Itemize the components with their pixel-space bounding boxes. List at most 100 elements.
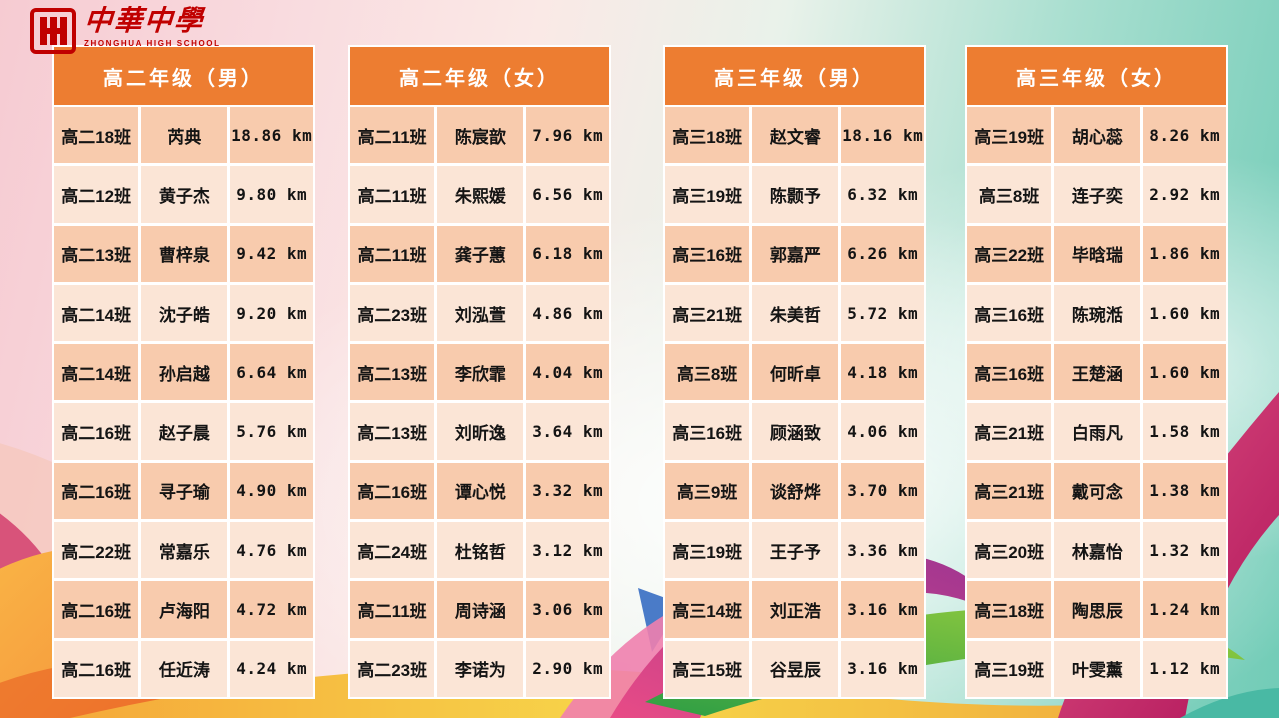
distance-cell: 4.76 km <box>230 522 313 579</box>
distance-cell: 2.92 km <box>1143 166 1226 223</box>
class-cell: 高二14班 <box>54 284 139 342</box>
name-cell: 戴可念 <box>1054 462 1141 520</box>
distance-cell: 4.18 km <box>841 344 924 401</box>
name-cell: 朱美哲 <box>752 284 839 342</box>
distance-cell: 6.32 km <box>841 166 924 223</box>
distance-cell: 4.72 km <box>230 581 313 638</box>
name-cell: 胡心蕊 <box>1054 107 1141 164</box>
name-cell: 谭心悦 <box>437 462 524 520</box>
class-cell: 高二14班 <box>54 344 139 401</box>
table-body: 高三18班 赵文睿 18.16 km 高三19班 陈颢予 6.32 km 高三16班 郭嘉严 6… <box>663 107 926 699</box>
distance-cell: 9.20 km <box>230 284 313 342</box>
distance-cell: 1.86 km <box>1143 225 1226 282</box>
class-cell: 高三16班 <box>665 225 750 282</box>
distance-cell: 1.60 km <box>1143 344 1226 401</box>
class-cell: 高三22班 <box>967 225 1052 282</box>
class-cell: 高二11班 <box>350 225 435 282</box>
class-cell: 高三19班 <box>665 166 750 223</box>
ranking-table: 高二年级（女） 高二11班 陈宸歆 7.96 km 高二11班 朱熙媛 6.56 km 高二1… <box>348 45 611 699</box>
ranking-table: 高三年级（男） 高三18班 赵文睿 18.16 km 高三19班 陈颢予 6.32 km 高三… <box>663 45 926 699</box>
class-cell: 高二18班 <box>54 107 139 164</box>
distance-cell: 3.06 km <box>526 581 609 638</box>
name-cell: 陈宸歆 <box>437 107 524 164</box>
distance-cell: 3.32 km <box>526 462 609 520</box>
distance-cell: 8.26 km <box>1143 107 1226 164</box>
name-cell: 王子予 <box>752 522 839 579</box>
distance-cell: 1.24 km <box>1143 581 1226 638</box>
distance-cell: 4.86 km <box>526 284 609 342</box>
table-body: 高二18班 芮典 18.86 km 高二12班 黄子杰 9.80 km 高二13班 曹梓泉 9.… <box>52 107 315 699</box>
name-cell: 刘正浩 <box>752 581 839 638</box>
name-cell: 何昕卓 <box>752 344 839 401</box>
distance-cell: 1.60 km <box>1143 284 1226 342</box>
distance-cell: 1.32 km <box>1143 522 1226 579</box>
distance-cell: 4.06 km <box>841 403 924 460</box>
name-cell: 叶雯薰 <box>1054 640 1141 697</box>
name-cell: 卢海阳 <box>141 581 228 638</box>
name-cell: 黄子杰 <box>141 166 228 223</box>
distance-cell: 18.16 km <box>841 107 924 164</box>
name-cell: 任近涛 <box>141 640 228 697</box>
class-cell: 高三19班 <box>967 640 1052 697</box>
class-cell: 高三14班 <box>665 581 750 638</box>
distance-cell: 2.90 km <box>526 640 609 697</box>
class-cell: 高二16班 <box>54 581 139 638</box>
distance-cell: 9.80 km <box>230 166 313 223</box>
table-title: 高三年级（女） <box>965 45 1228 107</box>
name-cell: 龚子蕙 <box>437 225 524 282</box>
class-cell: 高三21班 <box>967 403 1052 460</box>
class-cell: 高二16班 <box>54 462 139 520</box>
name-cell: 陶思辰 <box>1054 581 1141 638</box>
name-cell: 连子奕 <box>1054 166 1141 223</box>
class-cell: 高二24班 <box>350 522 435 579</box>
class-cell: 高三18班 <box>967 581 1052 638</box>
class-cell: 高三15班 <box>665 640 750 697</box>
class-cell: 高三19班 <box>665 522 750 579</box>
table-body: 高二11班 陈宸歆 7.96 km 高二11班 朱熙媛 6.56 km 高二11班 龚子蕙 6.… <box>348 107 611 699</box>
name-cell: 孙启越 <box>141 344 228 401</box>
name-cell: 刘泓萱 <box>437 284 524 342</box>
distance-cell: 1.58 km <box>1143 403 1226 460</box>
class-cell: 高三20班 <box>967 522 1052 579</box>
table-title: 高三年级（男） <box>663 45 926 107</box>
school-name-en: ZHONGHUA HIGH SCHOOL <box>84 39 221 48</box>
class-cell: 高二13班 <box>54 225 139 282</box>
distance-cell: 6.18 km <box>526 225 609 282</box>
name-cell: 刘昕逸 <box>437 403 524 460</box>
name-cell: 李诺为 <box>437 640 524 697</box>
name-cell: 毕晗瑞 <box>1054 225 1141 282</box>
school-name-cn: 中華中學 <box>82 6 206 37</box>
distance-cell: 5.76 km <box>230 403 313 460</box>
name-cell: 谈舒烨 <box>752 462 839 520</box>
ranking-table: 高三年级（女） 高三19班 胡心蕊 8.26 km 高三8班 连子奕 2.92 km 高三22… <box>965 45 1228 699</box>
name-cell: 芮典 <box>141 107 228 164</box>
class-cell: 高三19班 <box>967 107 1052 164</box>
class-cell: 高二23班 <box>350 640 435 697</box>
name-cell: 赵子晨 <box>141 403 228 460</box>
name-cell: 寻子瑜 <box>141 462 228 520</box>
school-seal-icon <box>30 8 76 54</box>
name-cell: 陈颢予 <box>752 166 839 223</box>
class-cell: 高二23班 <box>350 284 435 342</box>
class-cell: 高二12班 <box>54 166 139 223</box>
class-cell: 高三8班 <box>665 344 750 401</box>
distance-cell: 4.04 km <box>526 344 609 401</box>
distance-cell: 4.24 km <box>230 640 313 697</box>
name-cell: 曹梓泉 <box>141 225 228 282</box>
distance-cell: 18.86 km <box>230 107 313 164</box>
class-cell: 高三18班 <box>665 107 750 164</box>
class-cell: 高三16班 <box>665 403 750 460</box>
distance-cell: 3.16 km <box>841 640 924 697</box>
table-body: 高三19班 胡心蕊 8.26 km 高三8班 连子奕 2.92 km 高三22班 毕晗瑞 1.8… <box>965 107 1228 699</box>
distance-cell: 3.70 km <box>841 462 924 520</box>
name-cell: 郭嘉严 <box>752 225 839 282</box>
name-cell: 王楚涵 <box>1054 344 1141 401</box>
class-cell: 高二11班 <box>350 166 435 223</box>
class-cell: 高三21班 <box>967 462 1052 520</box>
table-title: 高二年级（男） <box>52 45 315 107</box>
name-cell: 朱熙媛 <box>437 166 524 223</box>
class-cell: 高三16班 <box>967 344 1052 401</box>
distance-cell: 1.38 km <box>1143 462 1226 520</box>
distance-cell: 7.96 km <box>526 107 609 164</box>
distance-cell: 4.90 km <box>230 462 313 520</box>
